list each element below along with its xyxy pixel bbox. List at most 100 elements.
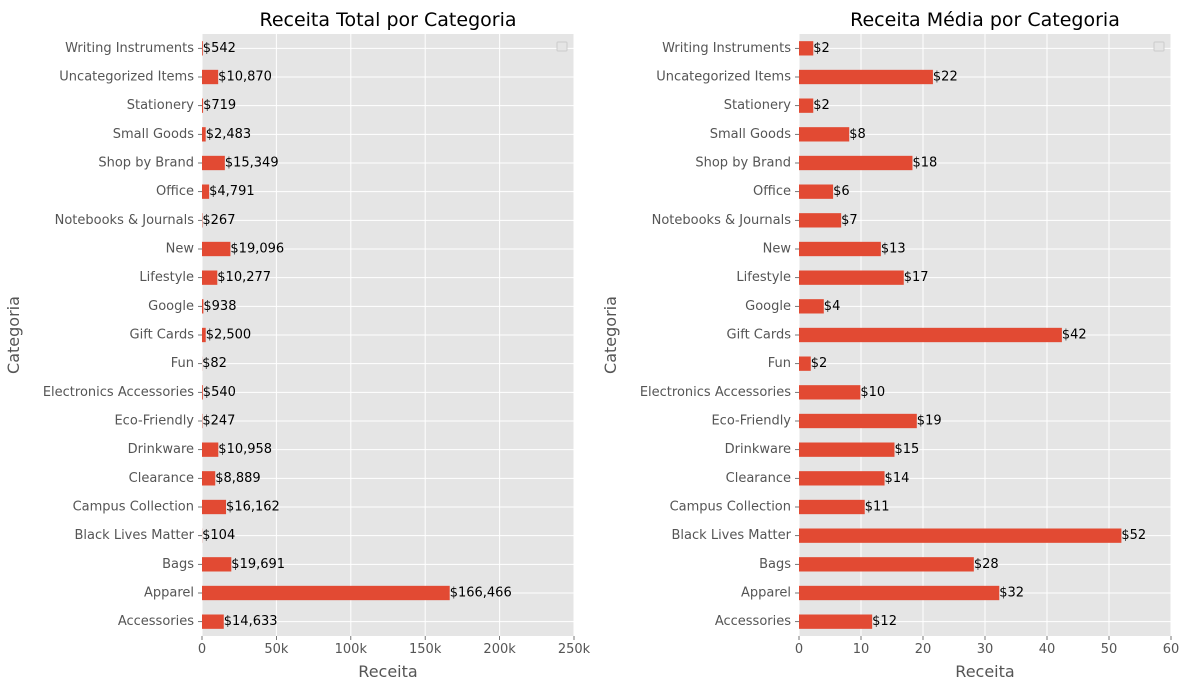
y-tick-label-campus-collection: Campus Collection (670, 500, 791, 515)
y-tick-label-fun: Fun (768, 356, 791, 371)
data-label-eco-friendly: $19 (917, 414, 942, 429)
bar-accessories (202, 615, 224, 629)
data-label-drinkware: $10,958 (218, 442, 272, 457)
y-tick-label-notebooks-and-journals: Notebooks & Journals (652, 213, 792, 228)
data-label-small-goods: $2,483 (206, 127, 252, 142)
x-tick-label: 100k (335, 642, 368, 657)
x-axis-label: Receita (955, 662, 1014, 681)
bar-eco-friendly (799, 414, 917, 428)
data-label-bags: $19,691 (231, 557, 285, 572)
x-tick-label: 50 (1101, 642, 1118, 657)
data-label-google: $4 (824, 299, 841, 314)
data-label-lifestyle: $17 (904, 270, 929, 285)
y-tick-label-black-lives-matter: Black Lives Matter (672, 528, 792, 543)
data-label-black-lives-matter: $52 (1121, 528, 1146, 543)
x-tick-labels: 0 50k 100k 150k 200k 250k (198, 636, 591, 657)
data-label-small-goods: $8 (849, 127, 866, 142)
data-label-eco-friendly: $247 (202, 414, 235, 429)
data-label-campus-collection: $11 (865, 500, 890, 515)
y-tick-label-stationery: Stationery (724, 98, 792, 113)
bar-writing-instruments (799, 41, 813, 55)
data-label-uncategorized-items: $10,870 (218, 70, 272, 85)
bar-drinkware (202, 443, 218, 457)
y-tick-label-uncategorized-items: Uncategorized Items (59, 70, 194, 85)
bar-notebooks-and-journals (799, 213, 841, 227)
data-label-lifestyle: $10,277 (217, 270, 271, 285)
y-tick-label-accessories: Accessories (715, 614, 791, 629)
bar-bags (202, 557, 231, 571)
x-tick-label: 250k (558, 642, 591, 657)
y-tick-label-bags: Bags (162, 557, 194, 572)
y-tick-label-electronics-accessories: Electronics Accessories (43, 385, 194, 400)
data-label-google: $938 (203, 299, 236, 314)
x-axis-label: Receita (358, 662, 417, 681)
data-label-notebooks-and-journals: $7 (841, 213, 858, 228)
data-label-stationery: $719 (203, 98, 236, 113)
data-label-bags: $28 (974, 557, 999, 572)
bar-clearance (799, 471, 885, 485)
y-tick-label-new: New (166, 242, 195, 257)
x-tick-label: 200k (483, 642, 516, 657)
y-tick-label-bags: Bags (759, 557, 791, 572)
bar-gift-cards (799, 328, 1062, 342)
data-label-electronics-accessories: $540 (203, 385, 236, 400)
data-label-accessories: $14,633 (224, 614, 278, 629)
data-label-stationery: $2 (813, 98, 830, 113)
y-axis-label: Categoria (4, 296, 23, 374)
data-label-notebooks-and-journals: $267 (202, 213, 235, 228)
y-tick-label-stationery: Stationery (127, 98, 195, 113)
y-tick-label-notebooks-and-journals: Notebooks & Journals (55, 213, 195, 228)
data-label-drinkware: $15 (894, 442, 919, 457)
y-tick-label-writing-instruments: Writing Instruments (65, 41, 194, 56)
y-tick-label-accessories: Accessories (118, 614, 194, 629)
bar-shop-by-brand (799, 156, 912, 170)
data-label-shop-by-brand: $18 (912, 156, 937, 171)
bar-small-goods (799, 127, 849, 141)
data-label-clearance: $14 (885, 471, 910, 486)
data-label-office: $6 (833, 184, 850, 199)
y-axis-label: Categoria (601, 296, 620, 374)
y-tick-label-google: Google (148, 299, 194, 314)
y-tick-label-eco-friendly: Eco-Friendly (711, 414, 791, 429)
bar-apparel (799, 586, 999, 600)
y-tick-label-office: Office (753, 184, 791, 199)
data-label-shop-by-brand: $15,349 (225, 156, 279, 171)
bar-google (799, 299, 824, 313)
data-label-fun: $2 (811, 356, 828, 371)
data-label-electronics-accessories: $10 (860, 385, 885, 400)
legend-box (557, 42, 567, 51)
y-tick-label-shop-by-brand: Shop by Brand (98, 156, 194, 171)
y-tick-label-uncategorized-items: Uncategorized Items (656, 70, 791, 85)
data-label-gift-cards: $42 (1062, 328, 1087, 343)
bar-campus-collection (202, 500, 226, 514)
y-tick-label-lifestyle: Lifestyle (736, 270, 791, 285)
bar-shop-by-brand (202, 156, 225, 170)
y-tick-label-writing-instruments: Writing Instruments (662, 41, 791, 56)
x-tick-label: 60 (1163, 642, 1180, 657)
bar-drinkware (799, 443, 894, 457)
y-tick-label-eco-friendly: Eco-Friendly (114, 414, 194, 429)
y-tick-label-drinkware: Drinkware (725, 442, 791, 457)
y-tick-label-drinkware: Drinkware (128, 442, 194, 457)
bar-lifestyle (799, 271, 904, 285)
bar-lifestyle (202, 271, 217, 285)
y-tick-label-shop-by-brand: Shop by Brand (695, 156, 791, 171)
bar-stationery (799, 99, 813, 113)
data-label-uncategorized-items: $22 (933, 70, 958, 85)
x-tick-label: 50k (264, 642, 289, 657)
x-tick-label: 40 (1039, 642, 1056, 657)
bar-new (799, 242, 881, 256)
bar-uncategorized-items (202, 70, 218, 84)
x-tick-label: 10 (853, 642, 870, 657)
x-tick-label: 0 (198, 642, 206, 657)
y-tick-label-clearance: Clearance (726, 471, 791, 486)
y-tick-label-small-goods: Small Goods (113, 127, 194, 142)
chart-title: Receita Total por Categoria (259, 9, 516, 31)
data-label-new: $19,096 (230, 242, 284, 257)
bar-clearance (202, 471, 215, 485)
data-label-apparel: $166,466 (450, 586, 512, 601)
x-tick-label: 150k (409, 642, 442, 657)
